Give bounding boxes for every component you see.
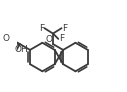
Text: OH: OH [14,45,28,54]
Text: O: O [2,34,9,43]
Text: F: F [59,34,64,43]
Text: F: F [62,24,67,32]
Text: F: F [39,24,44,32]
Text: O: O [45,35,53,44]
